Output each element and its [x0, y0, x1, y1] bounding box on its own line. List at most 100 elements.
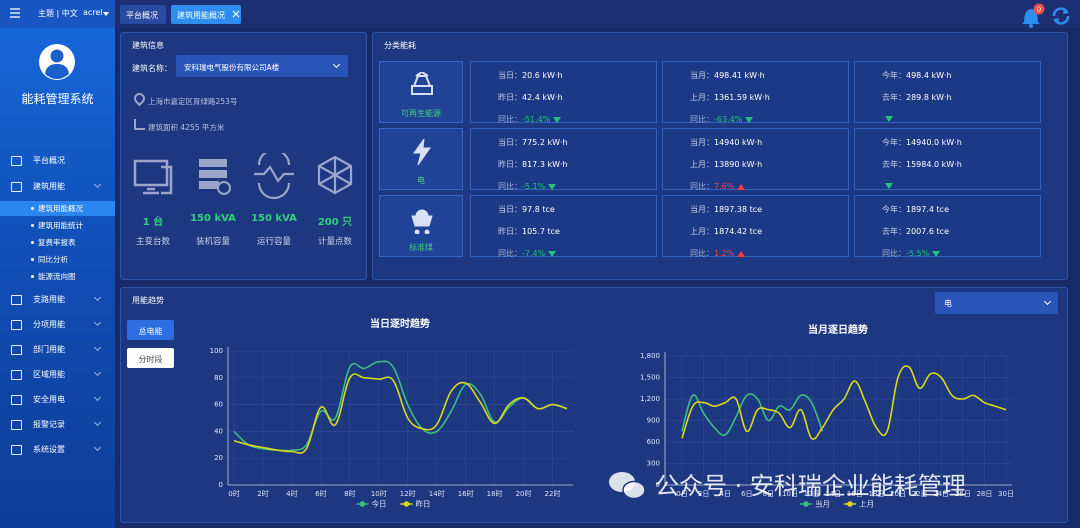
energy-line: 今年：498.4 kW·h: [882, 70, 952, 81]
tab-close[interactable]: [231, 7, 237, 13]
energy-line-value: 42.4 kW·h: [522, 93, 563, 102]
energy-line: 昨日：42.4 kW·h: [498, 92, 563, 103]
top-bar: 平台概况 建筑用能概况: [115, 0, 1080, 28]
submenu-label: 复费率报表: [38, 238, 76, 247]
tab-label: 建筑用能概况: [177, 11, 225, 20]
energy-line: 上月：13890 kW·h: [690, 159, 762, 170]
menu-label: 支路用能: [33, 295, 65, 304]
energy-line: 去年：289.8 kW·h: [882, 92, 952, 103]
panel-title: 用能趋势: [132, 296, 164, 305]
energy-cell: 当日：97.8 tce 昨日：105.7 tce 同比：-7.4%: [470, 195, 657, 259]
menu-item[interactable]: 支路用能: [0, 293, 115, 307]
energy-line-value: 14940.0 kW·h: [906, 138, 962, 147]
building-select[interactable]: 安科瑞电气股份有限公司A楼: [176, 55, 348, 77]
area-icon: [134, 119, 145, 130]
energy-line: 同比：-5.1%: [498, 181, 557, 192]
energy-line: 同比：7.6%: [690, 181, 746, 192]
energy-cell: 今年：1897.4 tce 去年：2007.6 tce 同比：-5.5%: [854, 195, 1041, 258]
energy-line-label: 同比：: [690, 182, 714, 191]
mode-button[interactable]: 分时段: [127, 348, 174, 368]
trend-arrow: [548, 183, 557, 190]
energy-select[interactable]: 电: [935, 292, 1058, 314]
menu-item[interactable]: 平台概况: [0, 154, 115, 168]
energy-line-label: 去年：: [882, 160, 906, 169]
panel-title: 建筑信息: [132, 41, 164, 50]
energy-icon: [413, 139, 431, 166]
menu-icon[interactable]: [10, 8, 20, 18]
menu-item[interactable]: 区域用能: [0, 368, 115, 382]
mode-button[interactable]: 总电能: [127, 320, 174, 340]
menu-chevron: [93, 443, 102, 452]
energy-line-label: 当月：: [690, 71, 714, 80]
menu-chevron: [93, 293, 102, 302]
submenu-item[interactable]: 同比分析: [0, 252, 115, 267]
energy-line-label: 当月：: [690, 205, 714, 214]
sidebar-top: [0, 0, 115, 28]
energy-cell: 当日：775.2 kW·h 昨日：817.3 kW·h 同比：-5.1%: [470, 128, 657, 192]
energy-line-label: 当月：: [690, 138, 714, 147]
submenu-item[interactable]: 建筑用能统计: [0, 218, 115, 233]
energy-line-value: 817.3 kW·h: [522, 160, 568, 169]
menu-label: 报警记录: [33, 420, 65, 429]
energy-line: 今年：1897.4 tce: [882, 204, 949, 215]
energy-line-value: 1874.42 tce: [714, 227, 763, 236]
energy-line: 去年：2007.6 tce: [882, 226, 949, 237]
trend-arrow: [932, 250, 941, 257]
energy-line-label: 今年：: [882, 71, 906, 80]
energy-type[interactable]: 电: [379, 128, 463, 190]
energy-line-value: 289.8 kW·h: [906, 93, 952, 102]
energy-line: [882, 181, 893, 190]
tab[interactable]: 平台概况: [120, 5, 166, 24]
menu-item[interactable]: 分项用能: [0, 318, 115, 332]
energy-line: 当日：97.8 tce: [498, 204, 555, 215]
menu-item[interactable]: 安全用电: [0, 393, 115, 407]
energy-type[interactable]: 标准煤: [379, 195, 463, 257]
energy-line-label: 同比：: [690, 249, 714, 258]
sidebar-top-text[interactable]: 主题 | 中文: [38, 9, 78, 18]
energy-line-value: 775.2 kW·h: [522, 138, 568, 147]
energy-line-label: 昨日：: [498, 160, 522, 169]
menu-icon: [11, 395, 22, 405]
submenu-dot: [31, 224, 34, 227]
menu-label: 平台概况: [33, 156, 65, 165]
submenu-item[interactable]: 建筑用能概况: [0, 201, 115, 216]
menu-item[interactable]: 系统设置: [0, 443, 115, 457]
menu-item[interactable]: 建筑用能: [0, 180, 115, 194]
panel-title: 分类能耗: [384, 41, 416, 50]
energy-line-value: -51.4%: [522, 115, 551, 124]
energy-line-value: 97.8 tce: [522, 205, 555, 214]
submenu-item[interactable]: 能源流向图: [0, 269, 115, 284]
energy-line: 当月：14940 kW·h: [690, 137, 762, 148]
energy-line: 当月：1897.38 tce: [690, 204, 762, 215]
user-name[interactable]: acrel: [83, 8, 103, 17]
energy-cell: 当日：20.6 kW·h 昨日：42.4 kW·h 同比：-51.4%: [470, 61, 657, 124]
stat-icons: [133, 153, 353, 200]
energy-line: 同比：-7.4%: [498, 248, 557, 259]
submenu-item[interactable]: 复费率报表: [0, 235, 115, 250]
energy-name: 电: [417, 176, 425, 185]
energy-icon-shape: [411, 209, 433, 234]
energy-line-label: 今年：: [882, 138, 906, 147]
menu-item[interactable]: 部门用能: [0, 343, 115, 357]
energy-line-value: 20.6 kW·h: [522, 71, 563, 80]
energy-cell: 今年：14940.0 kW·h 去年：15984.0 kW·h: [854, 128, 1041, 190]
energy-icon: [411, 209, 433, 234]
submenu-label: 建筑用能统计: [38, 221, 83, 230]
submenu-label: 同比分析: [38, 255, 68, 264]
tab[interactable]: 建筑用能概况: [171, 5, 241, 24]
menu-icon: [11, 182, 22, 192]
energy-line: 今年：14940.0 kW·h: [882, 137, 962, 148]
energy-cell: 当月：14940 kW·h 上月：13890 kW·h 同比：7.6%: [662, 128, 849, 192]
user-caret[interactable]: [103, 12, 109, 16]
submenu-dot: [31, 258, 34, 261]
submenu-label: 能源流向图: [38, 272, 76, 281]
menu-label: 部门用能: [33, 345, 65, 354]
energy-line-label: 同比：: [690, 115, 714, 124]
energy-cell: 当月：1897.38 tce 上月：1874.42 tce 同比：1.2%: [662, 195, 849, 258]
energy-type[interactable]: 可再生能源: [379, 61, 463, 123]
select-chevron: [332, 60, 341, 69]
menu-item[interactable]: 报警记录: [0, 418, 115, 432]
energy-line-label: 去年：: [882, 227, 906, 236]
energy-line-label: 上月：: [690, 93, 714, 102]
